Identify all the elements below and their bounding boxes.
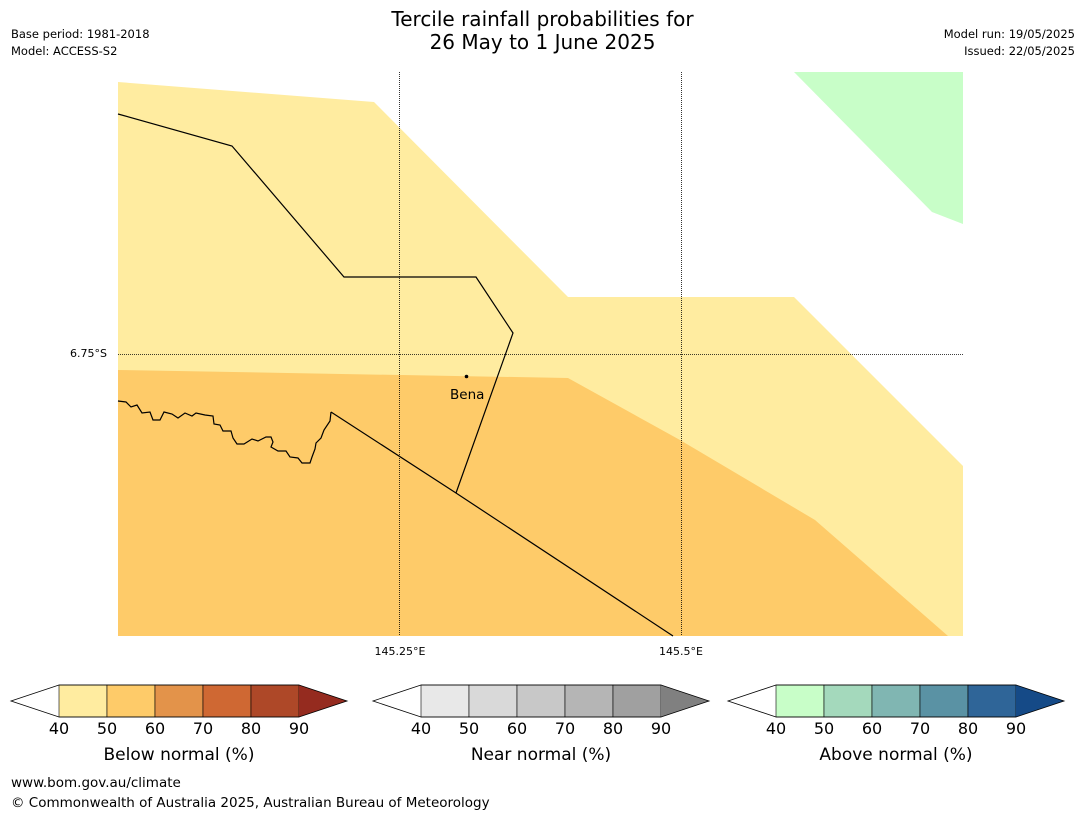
colorbar-near-over-triangle bbox=[661, 685, 709, 717]
place-label-bena: Bena bbox=[450, 387, 485, 403]
colorbar-below-under-triangle bbox=[11, 685, 59, 717]
province-boundary-west bbox=[117, 400, 332, 464]
model-run: Model run: 19/05/2025 bbox=[943, 27, 1075, 41]
colorbar-above-label: Above normal (%) bbox=[819, 745, 973, 765]
title-line-2: 26 May to 1 June 2025 bbox=[429, 30, 656, 54]
meta-left: Base period: 1981-2018 Model: ACCESS-S2 bbox=[11, 26, 150, 60]
colorbar-above-normal bbox=[726, 684, 1066, 718]
colorbar-above-segment-40 bbox=[775, 684, 825, 718]
title-line-1: Tercile rainfall probabilities for bbox=[391, 7, 694, 31]
colorbar-near-outline bbox=[371, 684, 711, 718]
tick-70: 70 bbox=[909, 719, 931, 738]
map-title: Tercile rainfall probabilities for 26 Ma… bbox=[0, 8, 1085, 54]
colorbar-above-under-triangle bbox=[728, 685, 776, 717]
province-boundary-south bbox=[330, 411, 674, 637]
tick-60: 60 bbox=[861, 719, 883, 738]
colorbar-below-normal bbox=[9, 684, 349, 718]
colorbar-above-over-triangle bbox=[1016, 685, 1064, 717]
issued-date: Issued: 22/05/2025 bbox=[964, 44, 1075, 58]
colorbar-near-segment-80 bbox=[612, 684, 662, 718]
place-marker-bena bbox=[464, 374, 469, 379]
zone-below-50-60 bbox=[118, 370, 948, 636]
tick-50: 50 bbox=[458, 719, 480, 738]
tick-60: 60 bbox=[506, 719, 528, 738]
colorbar-above-segment-70 bbox=[919, 684, 969, 718]
colorbar-near-ticks: 40 50 60 70 80 90 bbox=[362, 719, 722, 739]
colorbar-above-segment-60 bbox=[871, 684, 921, 718]
lon-label-145-25: 145.25°E bbox=[374, 645, 426, 658]
footer-url: www.bom.gov.au/climate bbox=[11, 775, 181, 791]
tick-80: 80 bbox=[957, 719, 979, 738]
tick-90: 90 bbox=[650, 719, 672, 738]
colorbar-above-segment-50 bbox=[823, 684, 873, 718]
colorbar-below-segment-50 bbox=[106, 684, 156, 718]
colorbar-near-label: Near normal (%) bbox=[470, 745, 612, 765]
lon-label-145-5: 145.5°E bbox=[659, 645, 703, 658]
colorbar-below-outline bbox=[9, 684, 349, 718]
tick-50: 50 bbox=[96, 719, 118, 738]
tick-40: 40 bbox=[765, 719, 787, 738]
tick-70: 70 bbox=[554, 719, 576, 738]
colorbar-below-segment-40 bbox=[58, 684, 108, 718]
tick-80: 80 bbox=[602, 719, 624, 738]
tick-60: 60 bbox=[144, 719, 166, 738]
tick-70: 70 bbox=[192, 719, 214, 738]
colorbar-near-segment-40 bbox=[420, 684, 470, 718]
colorbar-near-normal bbox=[371, 684, 711, 718]
tick-40: 40 bbox=[48, 719, 70, 738]
colorbar-below-segment-60 bbox=[154, 684, 204, 718]
tick-40: 40 bbox=[410, 719, 432, 738]
probability-map bbox=[117, 72, 963, 637]
colorbar-near-segment-60 bbox=[516, 684, 566, 718]
colorbar-below-segment-70 bbox=[202, 684, 252, 718]
colorbar-above-segment-80 bbox=[967, 684, 1017, 718]
colorbar-below-over-triangle bbox=[299, 685, 347, 717]
province-boundary-north bbox=[117, 113, 514, 494]
colorbar-near-under-triangle bbox=[373, 685, 421, 717]
footer-copyright: © Commonwealth of Australia 2025, Austra… bbox=[11, 795, 490, 811]
tick-90: 90 bbox=[288, 719, 310, 738]
base-period: Base period: 1981-2018 bbox=[11, 27, 150, 41]
colorbar-below-label: Below normal (%) bbox=[103, 745, 255, 765]
tick-50: 50 bbox=[813, 719, 835, 738]
zone-above-40-50 bbox=[794, 72, 963, 224]
lat-label-6-75: 6.75°S bbox=[70, 347, 107, 360]
colorbar-above-ticks: 40 50 60 70 80 90 bbox=[717, 719, 1077, 739]
meta-right: Model run: 19/05/2025 Issued: 22/05/2025 bbox=[944, 26, 1075, 60]
colorbar-above-outline bbox=[726, 684, 1066, 718]
tick-90: 90 bbox=[1005, 719, 1027, 738]
colorbar-near-segment-50 bbox=[468, 684, 518, 718]
colorbar-below-segment-80 bbox=[250, 684, 300, 718]
colorbar-below-ticks: 40 50 60 70 80 90 bbox=[0, 719, 360, 739]
tick-80: 80 bbox=[240, 719, 262, 738]
model-name: Model: ACCESS-S2 bbox=[11, 44, 118, 58]
colorbar-near-segment-70 bbox=[564, 684, 614, 718]
